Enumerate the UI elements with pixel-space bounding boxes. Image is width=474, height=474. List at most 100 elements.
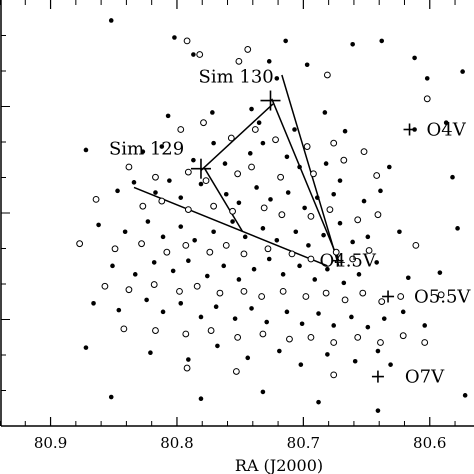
filled-point-94: [198, 314, 204, 320]
filled-point-39: [178, 195, 184, 200]
filled-point-69: [455, 226, 460, 231]
open-point-1: [196, 51, 204, 58]
open-point-77: [377, 339, 384, 346]
open-point-15: [152, 173, 159, 181]
marker-label-3: O4.5V: [319, 251, 376, 272]
filled-point-95: [213, 304, 219, 310]
filled-point-74: [186, 258, 191, 264]
filled-point-87: [405, 275, 411, 281]
filled-point-45: [285, 190, 291, 195]
open-point-50: [412, 241, 420, 249]
filled-point-47: [314, 195, 320, 200]
open-point-4: [323, 71, 331, 79]
open-point-59: [279, 287, 287, 295]
open-point-47: [332, 248, 340, 256]
open-point-12: [330, 139, 338, 147]
filled-point-113: [277, 348, 282, 354]
filled-point-17: [322, 110, 328, 115]
open-point-32: [307, 213, 315, 220]
filled-point-116: [352, 358, 358, 364]
open-point-33: [326, 206, 334, 213]
filled-point-49: [361, 198, 367, 204]
open-point-19: [248, 163, 255, 171]
open-point-3: [244, 46, 252, 53]
filled-point-7: [350, 42, 355, 47]
filled-point-99: [284, 309, 290, 315]
filled-point-23: [159, 144, 165, 149]
filled-point-5: [283, 38, 288, 44]
open-point-56: [216, 289, 224, 297]
track-line-0: [271, 98, 340, 261]
filled-point-56: [192, 237, 197, 243]
filled-point-1: [172, 35, 177, 40]
open-point-11: [303, 143, 311, 150]
filled-point-101: [316, 311, 321, 316]
filled-point-105: [381, 316, 387, 321]
filled-point-76: [221, 263, 227, 269]
filled-point-13: [210, 110, 215, 115]
filled-point-85: [356, 272, 362, 277]
filled-point-3: [266, 59, 272, 64]
filled-point-6: [304, 62, 310, 68]
open-point-67: [120, 325, 128, 333]
filled-point-26: [222, 161, 228, 166]
filled-point-78: [251, 266, 257, 272]
filled-point-66: [350, 239, 355, 245]
filled-point-18: [342, 128, 348, 134]
open-point-24: [92, 195, 100, 203]
open-point-82: [330, 371, 338, 379]
filled-point-51: [96, 222, 101, 228]
filled-point-64: [321, 232, 326, 238]
filled-point-15: [256, 120, 262, 125]
filled-point-89: [91, 301, 96, 306]
filled-point-33: [387, 164, 392, 170]
open-point-55: [193, 282, 201, 290]
open-point-76: [354, 333, 362, 341]
filled-point-82: [312, 277, 318, 282]
filled-point-96: [232, 316, 238, 321]
open-point-64: [378, 298, 386, 306]
open-point-78: [399, 332, 407, 340]
open-point-27: [184, 206, 192, 213]
filled-point-37: [153, 190, 158, 195]
filled-point-121: [260, 389, 266, 395]
filled-point-77: [236, 277, 242, 282]
open-point-10: [272, 136, 279, 144]
filled-point-83: [325, 266, 330, 272]
filled-point-60: [260, 226, 266, 231]
open-point-46: [307, 255, 315, 263]
filled-point-27: [247, 151, 253, 156]
filled-point-28: [260, 140, 266, 146]
x-axis-label: RA (J2000): [235, 456, 323, 474]
open-point-71: [234, 333, 242, 341]
open-point-29: [229, 207, 236, 215]
open-point-6: [177, 126, 185, 133]
filled-point-79: [266, 256, 272, 262]
filled-point-31: [323, 161, 329, 166]
open-point-58: [258, 293, 266, 300]
open-point-25: [139, 202, 147, 210]
filled-point-109: [148, 350, 153, 356]
open-point-81: [232, 368, 240, 375]
filled-point-36: [131, 180, 137, 185]
open-point-57: [240, 287, 248, 295]
marker-label-2: O4V: [427, 120, 467, 141]
filled-point-97: [249, 306, 254, 311]
x-tick-label-0: 80.9: [34, 434, 67, 452]
filled-point-22: [140, 149, 146, 154]
filled-point-20: [443, 120, 449, 125]
open-point-2: [235, 57, 243, 65]
filled-point-12: [165, 113, 171, 119]
data-points: [76, 18, 468, 413]
open-point-45: [288, 250, 296, 258]
filled-point-40: [198, 181, 204, 187]
x-tick-label-3: 80.6: [413, 434, 446, 452]
filled-point-30: [297, 164, 302, 170]
open-point-36: [76, 240, 84, 248]
filled-point-73: [170, 268, 176, 274]
filled-point-0: [108, 18, 114, 23]
filled-point-72: [151, 260, 157, 265]
track-line-2: [281, 74, 340, 267]
x-axis-ticks: 80.9 80.8 80.7 80.6: [0, 0, 456, 452]
